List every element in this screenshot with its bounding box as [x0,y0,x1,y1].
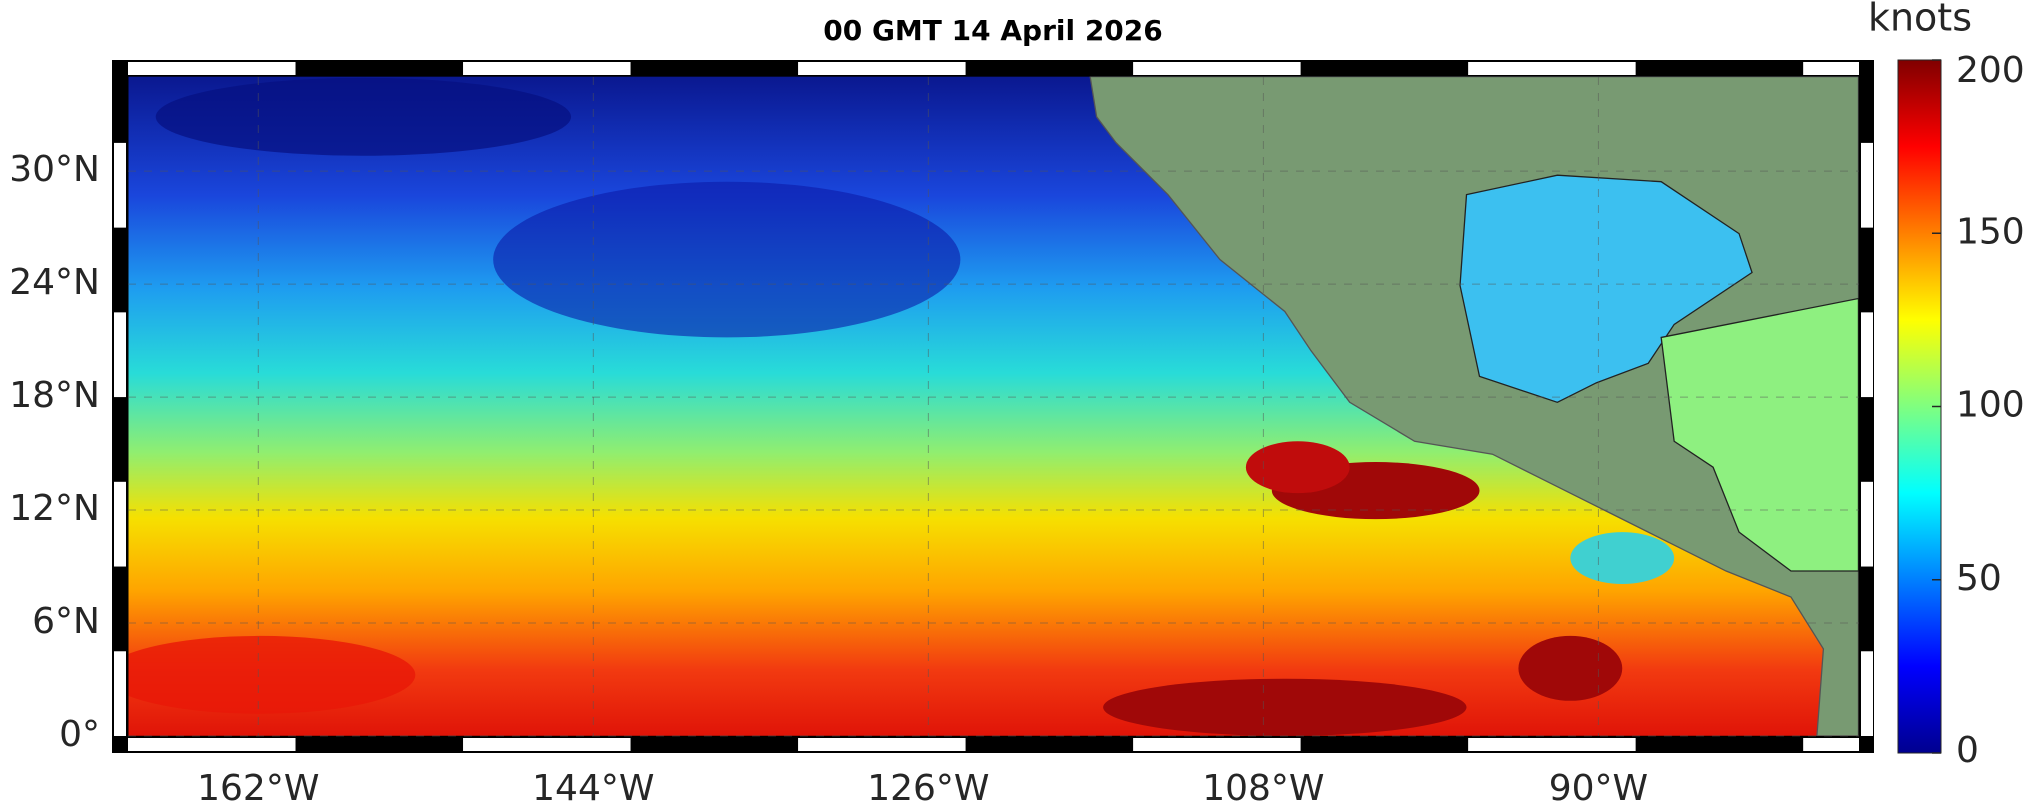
x-tick-label: 108°W [1202,768,1324,809]
frame-check [114,651,126,736]
y-tick-label: 18°N [9,375,100,416]
frame-check [798,738,966,751]
wind-field [128,76,1859,736]
frame-check [1468,62,1636,75]
frame-check [1861,481,1873,567]
frame-check [463,738,631,751]
frame-check [463,62,631,75]
x-tick-label: 126°W [867,768,989,809]
colorbar-tick-label: 0 [1956,730,1979,771]
frame-check [1803,62,1859,75]
frame-checks [114,62,1873,751]
y-tick-label: 12°N [9,488,100,529]
map-title: 00 GMT 14 April 2026 [823,14,1163,47]
frame-check [798,62,966,75]
frame-check [1861,312,1873,398]
frame-check [128,738,296,751]
frame-check [1133,738,1301,751]
frame-check [114,481,126,567]
frame-check [1468,738,1636,751]
y-tick-label: 24°N [9,262,100,303]
frame-check [1861,651,1873,736]
y-tick-label: 0° [59,714,100,755]
frame-check [114,312,126,398]
x-tick-label: 90°W [1549,768,1648,809]
frame-check [1133,62,1301,75]
frame-check [1861,142,1873,228]
colorbar-tick-label: 50 [1956,558,2002,599]
colorbar-tick-label: 200 [1956,50,2025,91]
x-tick-label: 162°W [197,768,319,809]
x-tick-label: 144°W [532,768,654,809]
frame-check [1803,738,1859,751]
frame-check [128,62,296,75]
colorbar-unit: knots [1868,0,1972,40]
frame-check [114,142,126,228]
colorbar-tick-label: 150 [1956,211,2025,252]
y-tick-label: 6°N [32,601,100,642]
y-tick-label: 30°N [9,149,100,190]
colorbar-tick-label: 100 [1956,385,2025,426]
